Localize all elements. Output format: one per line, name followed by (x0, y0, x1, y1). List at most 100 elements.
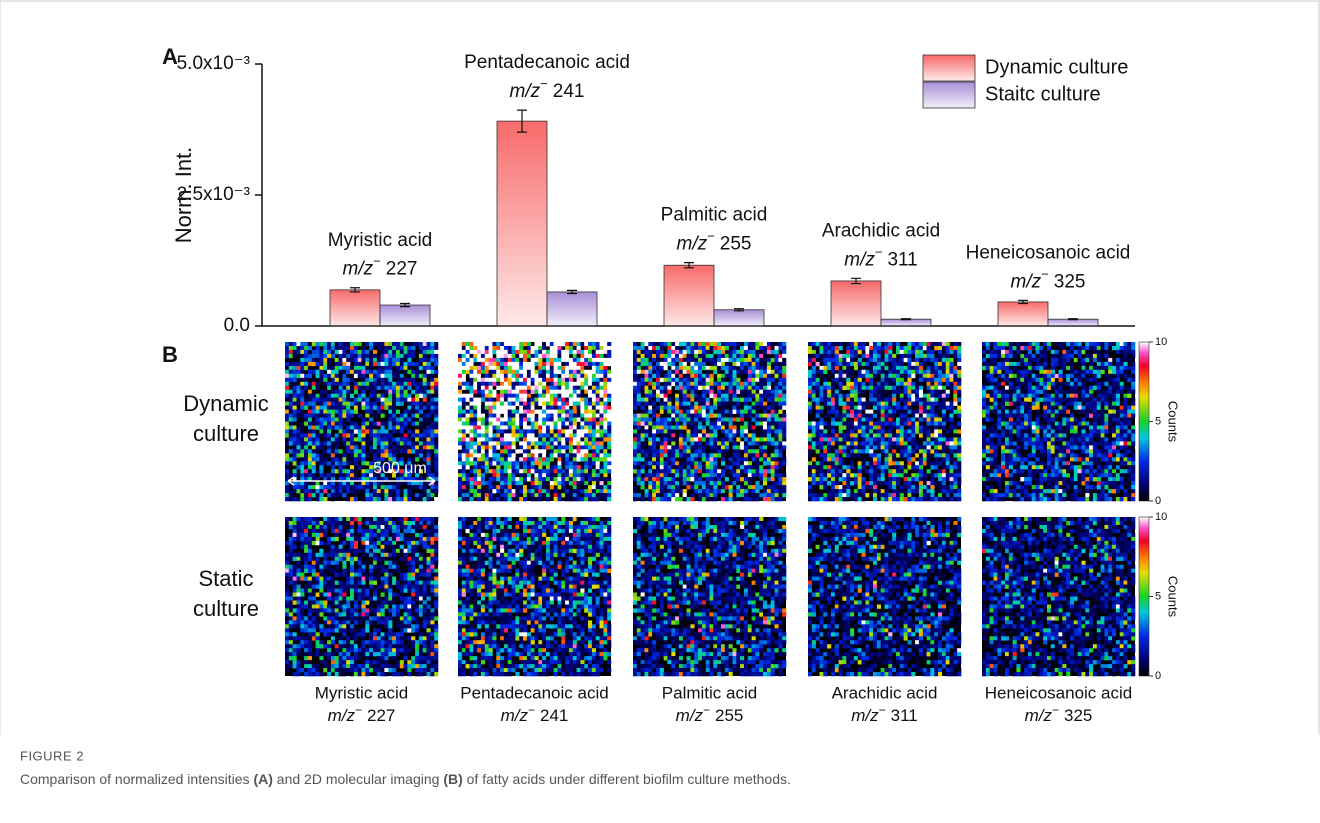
pixel (729, 374, 733, 378)
pixel (577, 473, 581, 477)
pixel (362, 441, 366, 445)
pixel (388, 346, 392, 350)
pixel (648, 422, 652, 426)
pixel (664, 481, 668, 485)
pixel (580, 406, 584, 410)
pixel (481, 465, 485, 469)
pixel (481, 370, 485, 374)
pixel (335, 469, 339, 473)
pixel (934, 346, 938, 350)
pixel (652, 398, 656, 402)
pixel (713, 437, 717, 441)
pixel (550, 433, 554, 437)
pixel (869, 366, 873, 370)
pixel (812, 374, 816, 378)
pixel (706, 441, 710, 445)
pixel (535, 437, 539, 441)
pixel (400, 437, 404, 441)
pixel (489, 370, 493, 374)
pixel (308, 362, 312, 366)
pixel (808, 350, 812, 354)
pixel (698, 346, 702, 350)
pixel (664, 410, 668, 414)
pixel (342, 414, 346, 418)
pixel (911, 390, 915, 394)
pixel (748, 350, 752, 354)
pixel (607, 445, 611, 449)
pixel (683, 358, 687, 362)
pixel (481, 418, 485, 422)
pixel (358, 362, 362, 366)
pixel (430, 346, 434, 350)
pixel (633, 362, 637, 366)
pixel (339, 493, 343, 497)
pixel (919, 386, 923, 390)
pixel (702, 445, 706, 449)
pixel (656, 390, 660, 394)
pixel (427, 457, 431, 461)
pixel (362, 406, 366, 410)
pixel (489, 473, 493, 477)
pixel (573, 422, 577, 426)
pixel (687, 370, 691, 374)
pixel (489, 449, 493, 453)
pixel (671, 429, 675, 433)
pixel (538, 386, 542, 390)
pixel (596, 497, 600, 501)
pixel (687, 406, 691, 410)
pixel (470, 493, 474, 497)
pixel (645, 382, 649, 386)
pixel (384, 382, 388, 386)
pixel (667, 457, 671, 461)
pixel (740, 354, 744, 358)
pixel (331, 493, 335, 497)
pixel (500, 350, 504, 354)
pixel (679, 426, 683, 430)
pixel (504, 497, 508, 501)
pixel (515, 390, 519, 394)
pixel (508, 418, 512, 422)
pixel (919, 378, 923, 382)
pixel (358, 429, 362, 433)
pixel (592, 354, 596, 358)
pixel (350, 441, 354, 445)
pixel (873, 350, 877, 354)
pixel (458, 418, 462, 422)
pixel (554, 465, 558, 469)
pixel (767, 366, 771, 370)
pixel (938, 382, 942, 386)
pixel (365, 469, 369, 473)
pixel (850, 350, 854, 354)
pixel (865, 358, 869, 362)
pixel (694, 461, 698, 465)
pixel (546, 358, 550, 362)
pixel (752, 469, 756, 473)
pixel (755, 473, 759, 477)
pixel (323, 497, 327, 501)
pixel (285, 497, 289, 501)
pixel (577, 402, 581, 406)
pixel (637, 445, 641, 449)
pixel (365, 441, 369, 445)
pixel (687, 457, 691, 461)
pixel (565, 418, 569, 422)
pixel (504, 402, 508, 406)
pixel (744, 497, 748, 501)
pixel (873, 390, 877, 394)
pixel (694, 485, 698, 489)
pixel (473, 382, 477, 386)
pixel (496, 418, 500, 422)
pixel (862, 362, 866, 366)
pixel (725, 386, 729, 390)
pixel (573, 473, 577, 477)
pixel (561, 426, 565, 430)
pixel (577, 445, 581, 449)
pixel (664, 406, 668, 410)
intensity-image (458, 342, 611, 501)
pixel (297, 497, 301, 501)
pixel (827, 390, 831, 394)
pixel (778, 354, 782, 358)
pixel (365, 473, 369, 477)
pixel (462, 358, 466, 362)
pixel (531, 429, 535, 433)
